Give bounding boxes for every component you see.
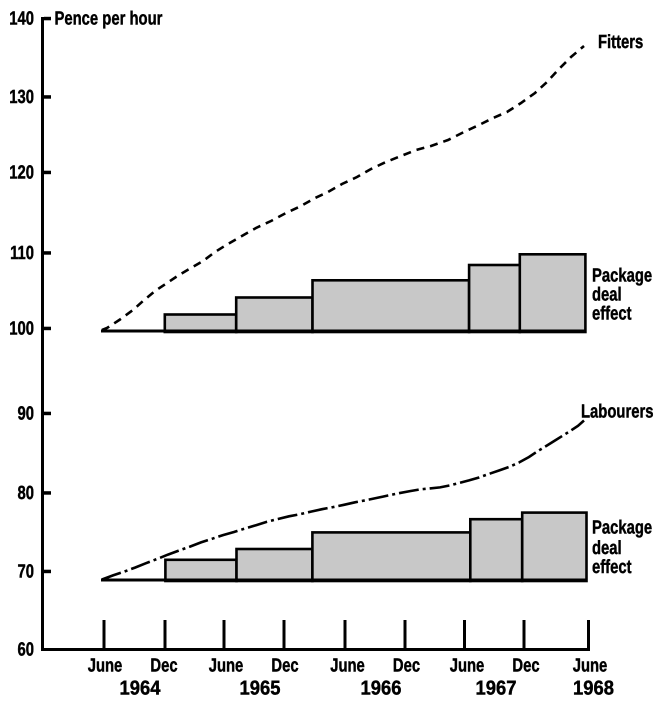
svg-text:Dec: Dec: [150, 656, 178, 677]
svg-text:June: June: [209, 656, 244, 677]
svg-text:70: 70: [18, 562, 34, 583]
svg-text:140: 140: [9, 9, 34, 30]
svg-text:120: 120: [9, 163, 34, 184]
svg-text:1968: 1968: [573, 678, 614, 700]
svg-text:effect: effect: [592, 304, 632, 325]
svg-text:Dec: Dec: [512, 656, 540, 677]
svg-text:deal: deal: [592, 538, 622, 559]
svg-text:Labourers: Labourers: [581, 402, 653, 423]
svg-text:80: 80: [18, 483, 34, 504]
svg-text:effect: effect: [592, 557, 632, 578]
svg-text:Dec: Dec: [393, 656, 421, 677]
svg-text:Package: Package: [592, 518, 652, 539]
svg-text:1965: 1965: [240, 678, 281, 700]
svg-text:June: June: [573, 656, 608, 677]
svg-text:Pence per hour: Pence per hour: [55, 9, 163, 30]
svg-text:1964: 1964: [120, 678, 162, 700]
svg-text:1966: 1966: [361, 678, 402, 700]
svg-text:June: June: [330, 656, 365, 677]
svg-text:130: 130: [9, 87, 34, 108]
svg-text:June: June: [88, 656, 123, 677]
svg-text:Dec: Dec: [271, 656, 299, 677]
svg-text:1967: 1967: [476, 678, 517, 700]
svg-text:deal: deal: [592, 285, 622, 306]
svg-text:90: 90: [18, 404, 34, 425]
svg-text:100: 100: [9, 319, 34, 340]
svg-text:60: 60: [18, 640, 34, 661]
svg-text:June: June: [450, 656, 485, 677]
svg-text:Package: Package: [592, 266, 652, 287]
svg-text:110: 110: [10, 243, 34, 264]
svg-text:Fitters: Fitters: [598, 32, 643, 53]
